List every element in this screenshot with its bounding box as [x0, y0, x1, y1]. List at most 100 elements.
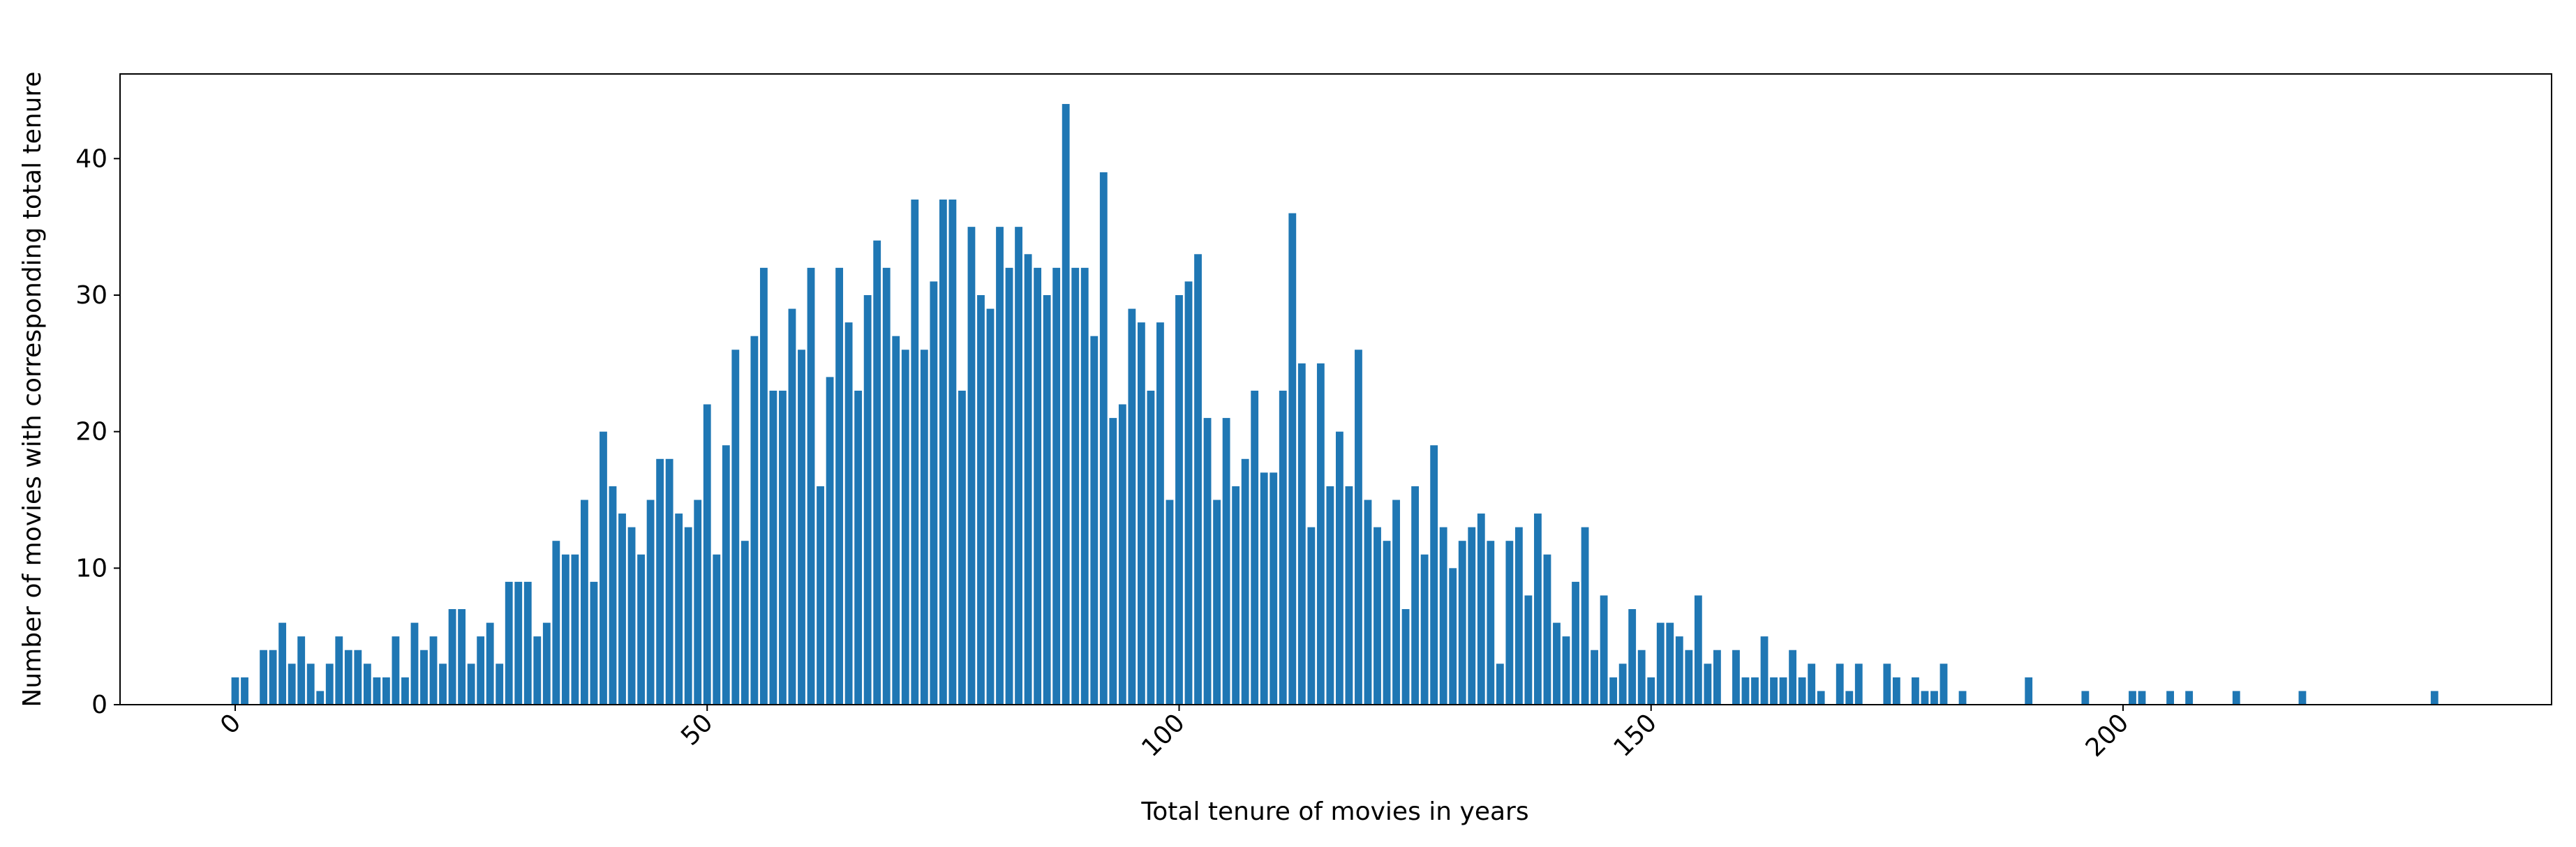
- bar: [892, 336, 900, 705]
- bar: [1071, 267, 1080, 705]
- bar: [278, 622, 287, 705]
- bar: [1128, 308, 1136, 705]
- bar: [1553, 622, 1561, 705]
- bar: [552, 541, 560, 705]
- bar: [1958, 691, 1967, 705]
- bar: [241, 677, 248, 705]
- bar: [1808, 664, 1816, 705]
- bar: [1062, 104, 1070, 705]
- bar: [1147, 390, 1155, 705]
- bar: [1505, 541, 1514, 705]
- bar: [1401, 609, 1410, 705]
- bar: [1184, 281, 1193, 705]
- bar: [1892, 677, 1900, 705]
- y-tick-label: 0: [91, 691, 107, 719]
- bar: [1383, 541, 1391, 705]
- bar: [637, 554, 645, 705]
- bar: [1270, 472, 1278, 705]
- bar: [1685, 650, 1693, 705]
- bar: [1345, 486, 1353, 705]
- bar: [1034, 267, 1042, 705]
- bar: [420, 650, 428, 705]
- bar: [2232, 691, 2240, 705]
- bar: [1741, 677, 1750, 705]
- bar: [1411, 486, 1420, 705]
- bar: [1675, 636, 1683, 705]
- bar: [439, 664, 447, 705]
- bar: [939, 200, 947, 705]
- bar: [316, 691, 325, 705]
- bar: [1930, 691, 1938, 705]
- bar: [1166, 500, 1174, 705]
- bar: [609, 486, 617, 705]
- bar: [1326, 486, 1334, 705]
- bar: [1845, 691, 1854, 705]
- bar: [1156, 322, 1164, 705]
- bar: [1921, 691, 1929, 705]
- bar: [826, 377, 834, 705]
- bar: [1336, 431, 1343, 705]
- bar: [448, 609, 456, 705]
- bar: [269, 650, 277, 705]
- bar: [1883, 664, 1891, 705]
- bar: [1241, 458, 1249, 705]
- bar: [854, 390, 863, 705]
- bar: [684, 527, 692, 705]
- bar: [260, 650, 267, 705]
- y-axis-label: Number of movies with corresponding tota…: [18, 71, 47, 707]
- bar: [835, 267, 844, 705]
- bar: [769, 390, 777, 705]
- bar: [1260, 472, 1268, 705]
- bar: [713, 554, 721, 705]
- x-tick-label: 50: [676, 708, 718, 751]
- x-axis-label: Total tenure of movies in years: [1140, 797, 1528, 826]
- y-tick-label: 40: [75, 144, 107, 173]
- bar: [1600, 595, 1608, 705]
- bar: [1562, 636, 1570, 705]
- bar: [1591, 650, 1598, 705]
- y-tick-label: 20: [75, 418, 107, 447]
- bar: [618, 514, 626, 705]
- bar: [542, 622, 551, 705]
- bar: [807, 267, 815, 705]
- bar: [1355, 350, 1362, 705]
- bar: [1316, 363, 1325, 705]
- bar: [354, 650, 362, 705]
- bar: [1213, 500, 1221, 705]
- x-tick-label: 100: [1136, 708, 1191, 763]
- bar: [779, 390, 787, 705]
- bar: [505, 581, 513, 705]
- bar: [467, 664, 475, 705]
- bar: [1090, 336, 1099, 705]
- bar: [1487, 541, 1495, 705]
- bar: [1656, 622, 1665, 705]
- bar: [1468, 527, 1476, 705]
- bar: [798, 350, 805, 705]
- bar: [958, 390, 966, 705]
- bar: [590, 581, 598, 705]
- bar: [1043, 294, 1051, 705]
- bar: [1628, 609, 1637, 705]
- bar: [561, 554, 569, 705]
- bar: [401, 677, 409, 705]
- bar: [297, 636, 306, 705]
- bar: [429, 636, 438, 705]
- bar: [1609, 677, 1618, 705]
- bar: [759, 267, 768, 705]
- y-tick-label: 30: [75, 281, 107, 310]
- bar: [1514, 527, 1523, 705]
- bar: [703, 404, 711, 705]
- bar: [977, 294, 985, 705]
- bar: [817, 486, 824, 705]
- x-tick-label: 150: [1609, 708, 1663, 763]
- bar: [1572, 581, 1579, 705]
- bar: [1666, 622, 1674, 705]
- bar: [1005, 267, 1013, 705]
- bar: [1618, 664, 1627, 705]
- bar: [1534, 514, 1542, 705]
- bar: [2025, 677, 2033, 705]
- bar: [731, 350, 740, 705]
- bar: [656, 458, 664, 705]
- bar: [1543, 554, 1551, 705]
